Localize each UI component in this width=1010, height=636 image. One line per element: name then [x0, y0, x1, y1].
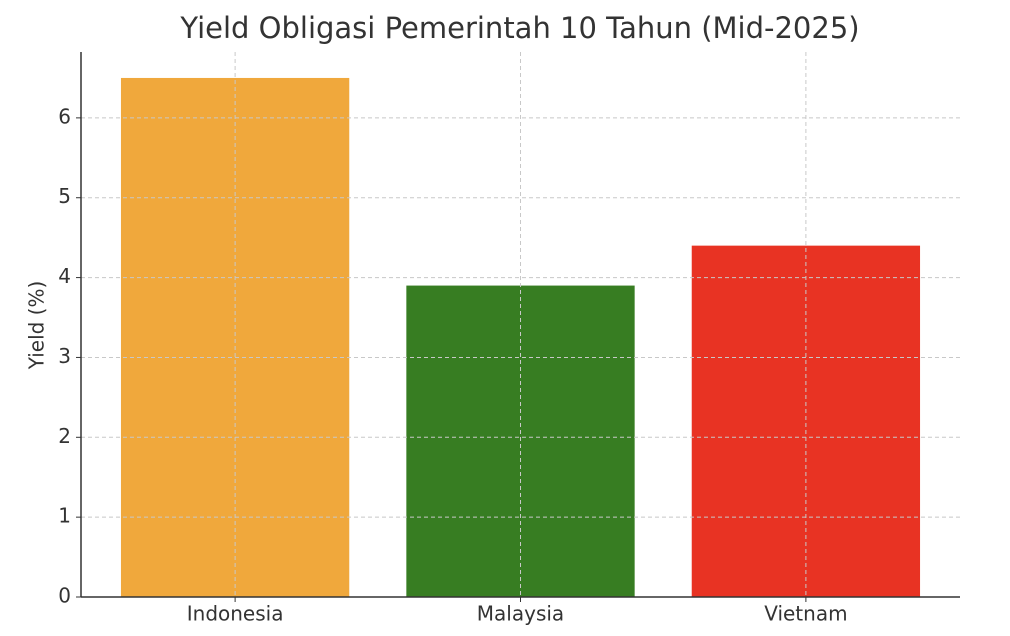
x-tick-label: Malaysia — [477, 602, 564, 626]
x-tick-label: Indonesia — [187, 602, 284, 626]
y-tick-label: 2 — [58, 424, 71, 448]
chart-title: Yield Obligasi Pemerintah 10 Tahun (Mid-… — [179, 11, 859, 45]
y-tick-label: 3 — [58, 344, 71, 368]
y-tick-label: 5 — [58, 184, 71, 208]
y-tick-label: 4 — [58, 264, 71, 288]
y-tick-label: 1 — [58, 504, 71, 528]
y-tick-label: 0 — [58, 584, 71, 608]
y-axis-label: Yield (%) — [25, 281, 49, 371]
y-tick-label: 6 — [58, 104, 71, 128]
bar — [120, 77, 350, 597]
x-tick-label: Vietnam — [764, 602, 847, 626]
